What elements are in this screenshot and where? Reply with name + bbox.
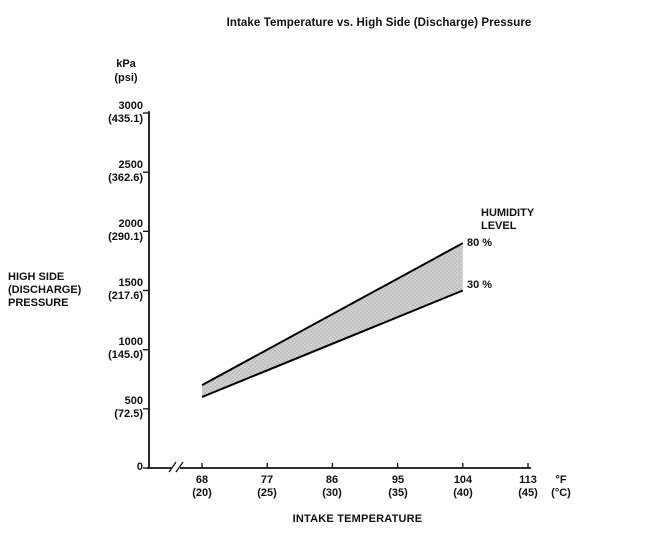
x-axis-title: INTAKE TEMPERATURE — [292, 513, 423, 525]
y-axis-unit-kpa: kPa — [116, 58, 136, 70]
x-axis-break-mark — [168, 461, 184, 473]
y-axis-unit-psi: (psi) — [114, 72, 138, 84]
series-label-30: 30 % — [467, 279, 493, 291]
x-axis-ticks — [201, 463, 529, 468]
x-tick-104: 104 (40) — [453, 474, 473, 499]
humidity-80-line — [201, 242, 464, 387]
y-tick-2500: 2500 (362.6) — [108, 159, 143, 184]
y-tick-1500: 1500 (217.6) — [108, 277, 143, 302]
x-tick-77: 77 (25) — [257, 474, 277, 499]
x-tick-95: 95 (35) — [388, 474, 408, 499]
y-tick-1000: 1000 (145.0) — [108, 336, 143, 361]
x-tick-113: 113 (45) — [518, 474, 538, 499]
humidity-band — [202, 243, 463, 397]
legend-title: HUMIDITY LEVEL — [481, 207, 535, 232]
x-axis-unit: °F (°C) — [539, 474, 583, 500]
y-tick-500: 500 (72.5) — [114, 395, 143, 420]
x-axis-unit-f: °F — [555, 474, 567, 486]
y-tick-3000: 3000 (435.1) — [108, 100, 143, 125]
y-tick-0: 0 — [136, 461, 143, 473]
x-axis-unit-c: (°C) — [551, 487, 571, 499]
y-tick-2000: 2000 (290.1) — [108, 218, 143, 243]
series-label-80: 80 % — [467, 237, 493, 249]
chart-title: Intake Temperature vs. High Side (Discha… — [226, 17, 532, 29]
x-tick-68: 68 (20) — [192, 474, 212, 499]
y-axis-ticks — [143, 112, 149, 469]
y-axis-title: HIGH SIDE (DISCHARGE) PRESSURE — [8, 271, 82, 309]
y-axis-unit: kPa (psi) — [103, 57, 149, 85]
x-tick-86: 86 (30) — [322, 474, 342, 499]
humidity-30-line — [201, 289, 464, 398]
